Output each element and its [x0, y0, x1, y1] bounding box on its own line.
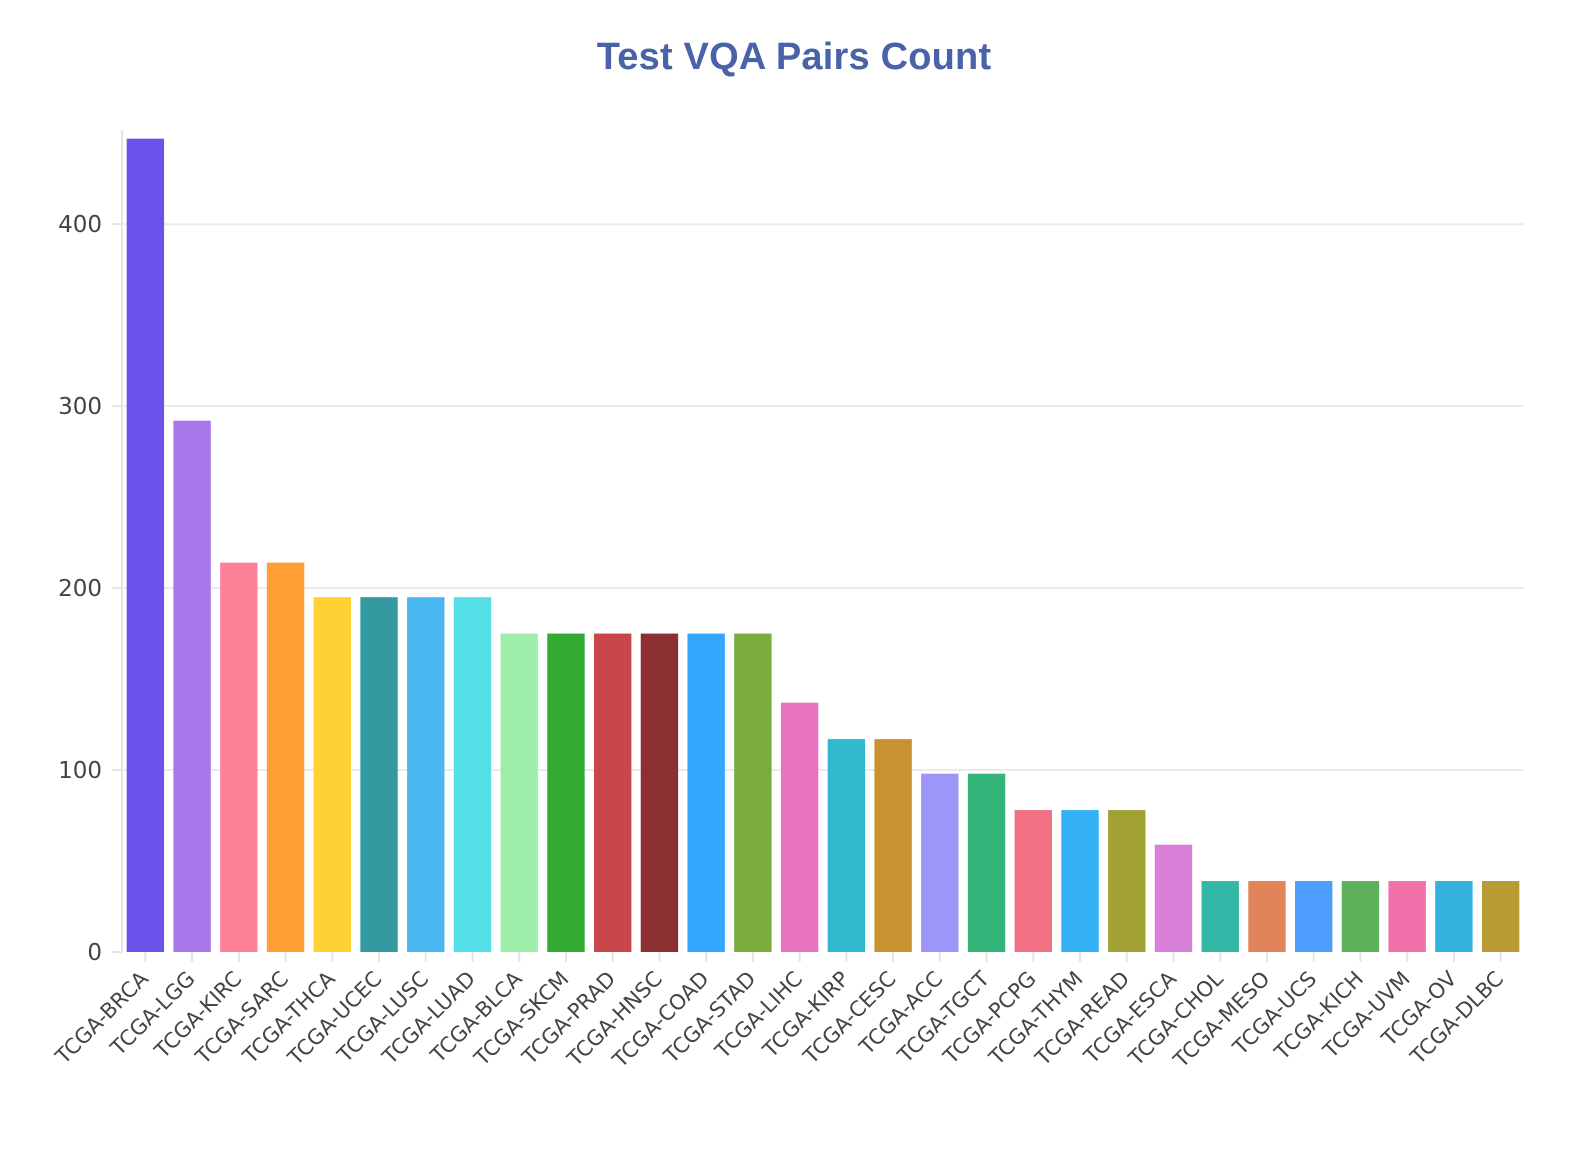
y-tick-label: 300 — [58, 394, 102, 420]
bar-tcga-uvm — [1388, 881, 1426, 952]
bar-tcga-chol — [1201, 881, 1239, 952]
bar-tcga-meso — [1248, 881, 1286, 952]
bar-tcga-stad — [734, 633, 772, 952]
y-tick-label: 200 — [58, 576, 102, 602]
bar-tcga-lgg — [173, 420, 211, 952]
bar-tcga-pcpg — [1014, 810, 1052, 952]
x-axis-labels: TCGA-BRCATCGA-LGGTCGA-KIRCTCGA-SARCTCGA-… — [50, 966, 1508, 1073]
bar-tcga-hnsc — [640, 633, 679, 952]
bar-tcga-prad — [594, 633, 632, 952]
y-tick-label: 400 — [58, 212, 102, 238]
bar-tcga-lihc — [780, 702, 819, 952]
bar-tcga-thym — [1061, 810, 1099, 952]
bar-tcga-sarc — [266, 562, 305, 952]
bar-tcga-ucec — [360, 597, 398, 952]
bar-tcga-coad — [687, 633, 725, 952]
bar-tcga-brca — [126, 138, 165, 953]
bar-tcga-skcm — [547, 633, 585, 952]
bar-tcga-thca — [313, 597, 351, 952]
y-tick-label: 0 — [87, 940, 102, 966]
bar-tcga-read — [1108, 810, 1146, 952]
bar-tcga-tgct — [967, 773, 1006, 952]
y-tick-label: 100 — [58, 758, 102, 784]
bar-tcga-luad — [453, 597, 492, 952]
bar-tcga-ov — [1435, 881, 1473, 952]
bar-tcga-ucs — [1295, 881, 1333, 952]
bar-tcga-dlbc — [1481, 881, 1520, 952]
bar-tcga-esca — [1154, 844, 1193, 952]
bar-tcga-kich — [1341, 881, 1380, 952]
bar-tcga-kirc — [220, 562, 258, 952]
y-axis-ticks: 0 100 200 300 400 — [58, 212, 122, 966]
gridlines — [122, 223, 1524, 772]
bar-tcga-acc — [921, 773, 959, 952]
bar-tcga-kirp — [827, 739, 866, 952]
bar-tcga-cesc — [874, 739, 912, 952]
bars — [126, 138, 1520, 953]
bar-tcga-blca — [500, 633, 538, 952]
x-axis-ticks — [144, 952, 1502, 962]
chart-title: Test VQA Pairs Count — [596, 36, 992, 78]
bar-tcga-lusc — [407, 597, 445, 952]
